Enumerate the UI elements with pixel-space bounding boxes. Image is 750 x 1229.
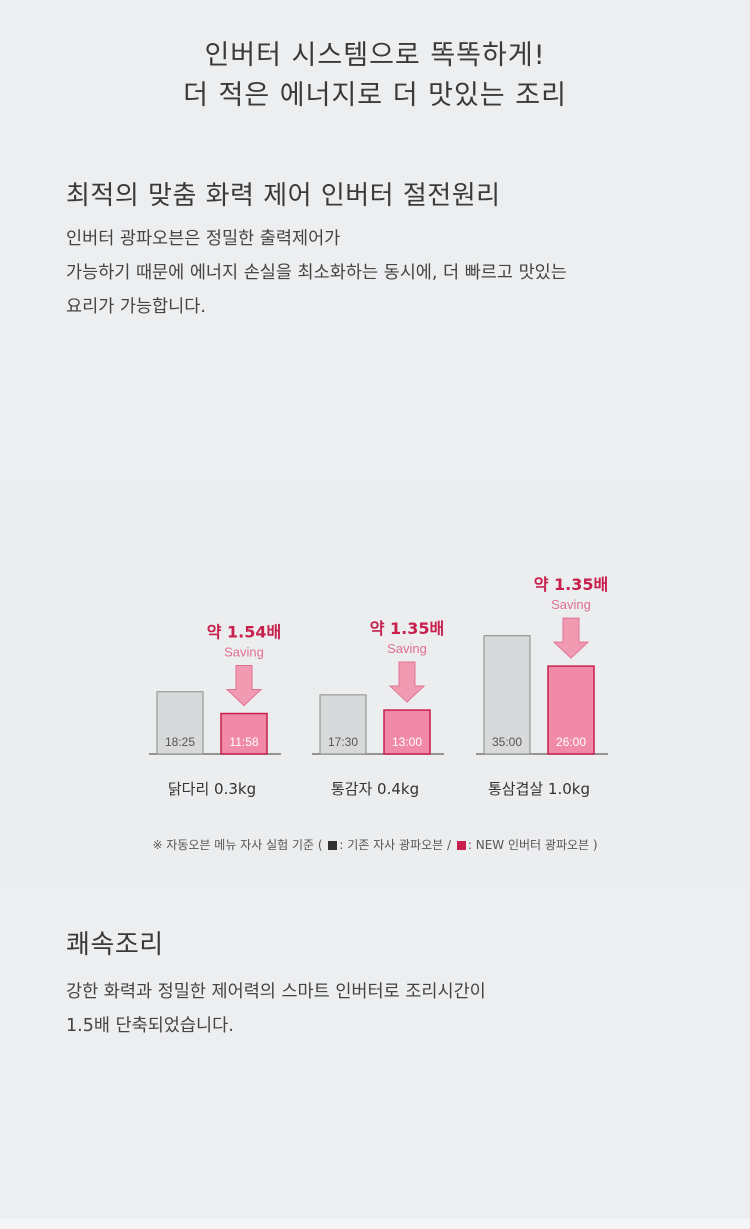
headline-line-1: 인버터 시스템으로 똑똑하게! (204, 40, 546, 71)
chart-footnote: ※ 자동오븐 메뉴 자사 실험 기준 ( : 기존 자사 광파오븐 / : NE… (0, 836, 750, 853)
legend-old-swatch (328, 841, 338, 850)
section2-body-line: 강한 화력과 정밀한 제어력의 스마트 인버터로 조리시간이 (66, 982, 486, 1002)
saving-ratio-label: 약 1.54배 (207, 623, 282, 642)
bar-old-label: 18:25 (165, 735, 195, 749)
bar-new-label: 13:00 (392, 735, 422, 749)
bar-old-label: 35:00 (492, 735, 522, 749)
saving-ratio-label: 약 1.35배 (534, 575, 609, 594)
headline-line-2: 더 적은 에너지로 더 맛있는 조리 (183, 80, 567, 111)
category-label: 통감자 0.4kg (331, 780, 419, 798)
bar-new (220, 712, 268, 755)
bar-new (547, 665, 595, 755)
legend-old-label: : 기존 자사 광파오븐 / (339, 838, 452, 852)
legend-new-label: : NEW 인버터 광파오븐 ) (467, 838, 598, 852)
saving-ratio-label: 약 1.35배 (370, 619, 445, 638)
saving-arrow-icon (225, 665, 263, 707)
section1-body-line: 가능하기 때문에 에너지 손실을 최소화하는 동시에, 더 빠르고 맛있는 (66, 263, 567, 283)
section1-body-line: 인버터 광파오븐은 정밀한 출력제어가 (66, 229, 341, 249)
section1-title: 최적의 맞춤 화력 제어 인버터 절전원리 (66, 181, 501, 211)
saving-sub-label: Saving (551, 597, 591, 612)
saving-arrow-icon (388, 661, 426, 703)
saving-sub-label: Saving (387, 641, 427, 656)
bottom-strip (0, 1219, 750, 1229)
bar-old (319, 694, 367, 755)
bar-old (156, 691, 204, 755)
bar-new-label: 11:58 (229, 735, 258, 749)
section1-body: 인버터 광파오븐은 정밀한 출력제어가 가능하기 때문에 에너지 손실을 최소화… (66, 222, 567, 324)
section1-body-line: 요리가 가능합니다. (66, 297, 206, 317)
bar-new-label: 26:00 (556, 735, 586, 749)
bar-old-label: 17:30 (328, 735, 358, 749)
bar-new (383, 709, 431, 755)
section2-body: 강한 화력과 정밀한 제어력의 스마트 인버터로 조리시간이 1.5배 단축되었… (66, 975, 486, 1043)
category-label: 통삼겹살 1.0kg (488, 780, 590, 798)
saving-chart: 18:25 11:58 약 1.54배 Saving 닭다리 0.3kg 17:30 13:… (149, 575, 609, 798)
category-label: 닭다리 0.3kg (168, 780, 256, 798)
footnote-prefix: ※ 자동오븐 메뉴 자사 실험 기준 ( (152, 838, 323, 852)
section2-body-line: 1.5배 단축되었습니다. (66, 1016, 234, 1036)
legend-new-swatch (456, 841, 466, 850)
saving-sub-label: Saving (224, 645, 264, 660)
headline: 인버터 시스템으로 똑똑하게! 더 적은 에너지로 더 맛있는 조리 (0, 36, 750, 116)
saving-arrow-icon (552, 617, 590, 659)
section2-title: 쾌속조리 (66, 930, 164, 960)
bar-old (483, 635, 531, 755)
chart-band (0, 478, 750, 888)
